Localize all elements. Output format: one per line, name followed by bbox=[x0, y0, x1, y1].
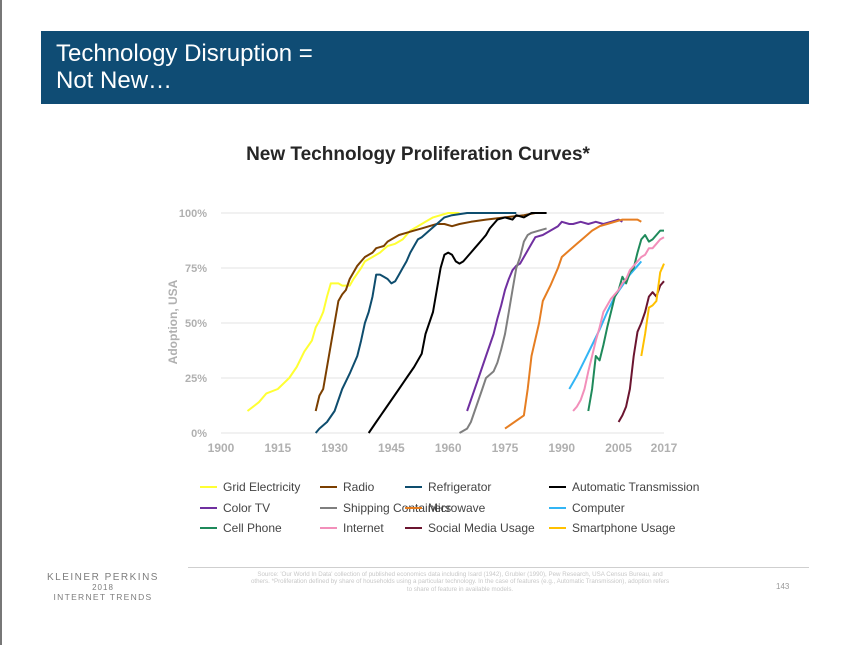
legend-item-refrigerator: Refrigerator bbox=[405, 480, 491, 494]
legend-label: Computer bbox=[572, 501, 625, 515]
legend-label: Automatic Transmission bbox=[572, 480, 700, 494]
chart-title: New Technology Proliferation Curves* bbox=[246, 144, 590, 165]
y-tick-label: 100% bbox=[179, 208, 207, 220]
series-line-automatic-transmission bbox=[367, 212, 547, 434]
series-line-microwave bbox=[504, 218, 642, 430]
brand-year: 2018 bbox=[92, 583, 114, 592]
y-tick-label: 25% bbox=[185, 373, 207, 385]
legend-item-internet: Internet bbox=[320, 521, 384, 535]
legend-item-microwave: Microwave bbox=[405, 501, 485, 515]
series-line-computer bbox=[568, 260, 643, 390]
legend-swatch bbox=[549, 485, 566, 488]
series-line-internet bbox=[572, 236, 665, 412]
legend-item-cell-phone: Cell Phone bbox=[200, 521, 282, 535]
grid-layer bbox=[221, 212, 664, 434]
y-tick-label: 0% bbox=[191, 428, 207, 440]
legend-swatch bbox=[549, 506, 566, 509]
page-number: 143 bbox=[776, 582, 790, 591]
legend-swatch bbox=[405, 506, 422, 509]
legend-label: Social Media Usage bbox=[428, 521, 535, 535]
y-axis-label: Adoption, USA bbox=[166, 279, 180, 364]
source-note: Source: 'Our World In Data' collection o… bbox=[250, 571, 670, 593]
series-line-radio bbox=[314, 212, 536, 412]
legend-swatch bbox=[549, 526, 566, 529]
y-tick-label: 50% bbox=[185, 318, 207, 330]
x-tick-label: 1960 bbox=[435, 441, 462, 455]
legend-item-color-tv: Color TV bbox=[200, 501, 270, 515]
legend-label: Shipping Containers bbox=[343, 501, 452, 515]
legend-label: Radio bbox=[343, 480, 375, 494]
legend-swatch bbox=[405, 526, 422, 529]
brand-report: INTERNET TRENDS bbox=[53, 592, 153, 602]
legend-swatch bbox=[200, 485, 217, 488]
series-line-grid-electricity bbox=[246, 212, 460, 412]
legend-swatch bbox=[200, 506, 217, 509]
legend-swatch bbox=[320, 506, 337, 509]
x-tick-label: 2005 bbox=[605, 441, 632, 455]
legend-label: Refrigerator bbox=[428, 480, 492, 494]
legend-label: Cell Phone bbox=[223, 521, 282, 535]
series-line-shipping-containers bbox=[458, 227, 547, 434]
legend-item-social-media-usage: Social Media Usage bbox=[405, 521, 535, 535]
x-tick-label: 1915 bbox=[264, 441, 291, 455]
series-line-cell-phone bbox=[587, 229, 664, 412]
x-tick-label: 1930 bbox=[321, 441, 348, 455]
footer-divider bbox=[188, 567, 809, 568]
brand-logo: KLEINER PERKINS 2018 INTERNET TRENDS bbox=[38, 572, 168, 602]
x-tick-label: 1990 bbox=[548, 441, 575, 455]
slide-title: Technology Disruption = Not New… bbox=[56, 40, 313, 94]
legend-label: Color TV bbox=[223, 501, 271, 515]
legend-label: Smartphone Usage bbox=[572, 521, 676, 535]
y-axis-ticks: 0% 25% 50% 75% 100% bbox=[179, 208, 207, 440]
x-tick-label: 1975 bbox=[492, 441, 519, 455]
x-tick-label: 1900 bbox=[208, 441, 235, 455]
legend-label: Grid Electricity bbox=[223, 480, 301, 494]
title-banner: Technology Disruption = Not New… bbox=[41, 31, 809, 104]
proliferation-chart: New Technology Proliferation Curves* 0% 2… bbox=[166, 144, 678, 455]
legend-item-radio: Radio bbox=[320, 480, 374, 494]
series-line-refrigerator bbox=[314, 212, 517, 434]
legend-item-shipping-containers: Shipping Containers bbox=[320, 501, 451, 515]
x-tick-label: 1945 bbox=[378, 441, 405, 455]
series-layer bbox=[246, 212, 665, 434]
legend-swatch bbox=[200, 526, 217, 529]
legend-item-automatic-transmission: Automatic Transmission bbox=[549, 480, 699, 494]
series-line-smartphone-usage bbox=[640, 263, 665, 357]
x-axis-ticks: 1900 1915 1930 1945 1960 1975 1990 2005 2017 bbox=[208, 441, 678, 455]
legend-item-grid-electricity: Grid Electricity bbox=[200, 480, 300, 494]
series-line-color-tv bbox=[466, 218, 623, 412]
y-tick-label: 75% bbox=[185, 263, 207, 275]
legend-item-smartphone-usage: Smartphone Usage bbox=[549, 521, 675, 535]
legend-label: Microwave bbox=[428, 501, 486, 515]
legend-label: Internet bbox=[343, 521, 384, 535]
brand-name: KLEINER PERKINS bbox=[47, 572, 159, 583]
left-edge-rule bbox=[0, 0, 2, 645]
legend-swatch bbox=[320, 526, 337, 529]
legend-swatch bbox=[320, 485, 337, 488]
x-tick-label: 2017 bbox=[651, 441, 678, 455]
legend-item-computer: Computer bbox=[549, 501, 625, 515]
legend-swatch bbox=[405, 485, 422, 488]
